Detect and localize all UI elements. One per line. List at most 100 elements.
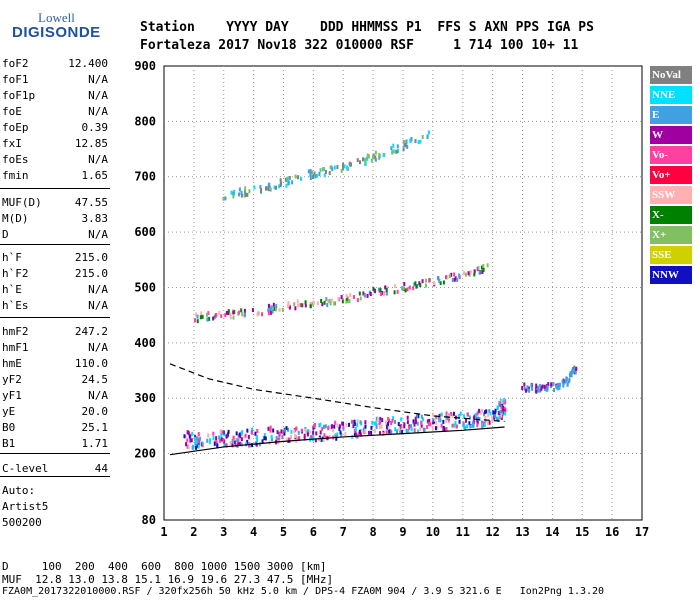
echo-point <box>224 196 227 201</box>
param-label: h`E <box>2 283 22 296</box>
echo-point <box>294 174 297 179</box>
echo-point <box>445 275 448 280</box>
echo-point <box>353 432 356 437</box>
echo-point <box>416 414 419 419</box>
x-tick-label: 4 <box>250 525 257 539</box>
echo-point <box>208 440 211 445</box>
echo-point <box>320 298 323 303</box>
echo-point <box>537 385 540 390</box>
echo-point <box>491 415 494 420</box>
echo-point <box>328 171 331 176</box>
echo-point <box>390 146 393 151</box>
echo-point <box>246 428 249 433</box>
echo-point <box>478 270 481 275</box>
echo-point <box>371 420 374 425</box>
echo-point <box>552 388 555 393</box>
echo-point <box>195 445 198 450</box>
echo-point <box>358 160 361 165</box>
echo-point <box>197 439 200 444</box>
echo-point <box>243 308 246 313</box>
echo-point <box>544 386 547 391</box>
echo-point <box>185 442 188 447</box>
echo-point <box>275 304 278 309</box>
echo-point <box>294 434 297 439</box>
echo-point <box>414 139 417 144</box>
echo-point <box>400 417 403 422</box>
echo-point <box>237 442 240 447</box>
param-value: N/A <box>88 341 108 354</box>
echo-point <box>378 431 381 436</box>
echo-point <box>402 286 405 291</box>
echo-point <box>267 308 270 313</box>
echo-point <box>251 430 254 435</box>
echo-point <box>284 428 287 433</box>
echo-point <box>238 187 241 192</box>
echo-point <box>573 368 576 373</box>
param-label: foEs <box>2 153 29 166</box>
echo-point <box>267 426 270 431</box>
echo-point <box>224 443 227 448</box>
echo-point <box>296 175 299 180</box>
echo-point <box>364 429 367 434</box>
echo-point <box>473 272 476 277</box>
echo-point <box>390 420 393 425</box>
echo-point <box>391 150 394 155</box>
echo-point <box>232 435 235 440</box>
echo-point <box>206 438 209 443</box>
echo-point <box>270 305 273 310</box>
echo-point <box>502 410 505 415</box>
echo-point <box>501 407 504 412</box>
echo-point <box>272 428 275 433</box>
echo-point <box>318 171 321 176</box>
echo-point <box>324 169 327 174</box>
echo-point <box>366 156 369 161</box>
echo-point <box>427 421 430 426</box>
echo-point <box>270 310 273 315</box>
echo-point <box>482 423 485 428</box>
echo-point <box>241 312 244 317</box>
echo-point <box>457 415 460 420</box>
echo-point <box>238 432 241 437</box>
echo-point <box>566 382 569 387</box>
echo-point <box>208 316 211 321</box>
file-info: FZA0M_2017322010000.RSF / 320fx256h 50 k… <box>2 586 605 597</box>
param-value: 20.0 <box>81 405 109 418</box>
echo-point <box>397 421 400 426</box>
echo-point <box>481 408 484 413</box>
echo-point <box>435 415 438 420</box>
echo-point <box>406 144 409 149</box>
echo-point <box>366 153 369 158</box>
param-row: yE 20.0 <box>2 405 108 421</box>
param-label: C-level <box>2 462 49 475</box>
echo-point <box>322 437 325 442</box>
y-tick-label: 80 <box>142 513 156 527</box>
echo-point <box>224 313 227 318</box>
echo-point <box>390 429 393 434</box>
echo-point <box>219 429 222 434</box>
echo-point <box>378 421 381 426</box>
divider <box>0 244 110 245</box>
echo-point <box>446 275 449 280</box>
echo-point <box>568 377 571 382</box>
param-label: B1 <box>2 437 16 450</box>
echo-point <box>448 414 451 419</box>
echo-point <box>215 312 218 317</box>
echo-point <box>257 311 260 316</box>
echo-point <box>195 440 198 445</box>
echo-point <box>309 172 312 177</box>
echo-point <box>464 272 467 277</box>
legend-item: W <box>650 126 692 144</box>
echo-point <box>227 309 230 314</box>
echo-point <box>435 420 438 425</box>
echo-point <box>353 419 356 424</box>
param-value: 3.83 <box>81 212 109 225</box>
profile-line <box>169 426 505 456</box>
echo-point <box>247 434 250 439</box>
echo-point <box>471 421 474 426</box>
echo-point <box>240 193 243 198</box>
echo-point <box>338 424 341 429</box>
x-tick-label: 17 <box>635 525 649 539</box>
echo-point <box>499 409 502 414</box>
x-tick-label: 13 <box>515 525 529 539</box>
echo-point <box>341 421 344 426</box>
